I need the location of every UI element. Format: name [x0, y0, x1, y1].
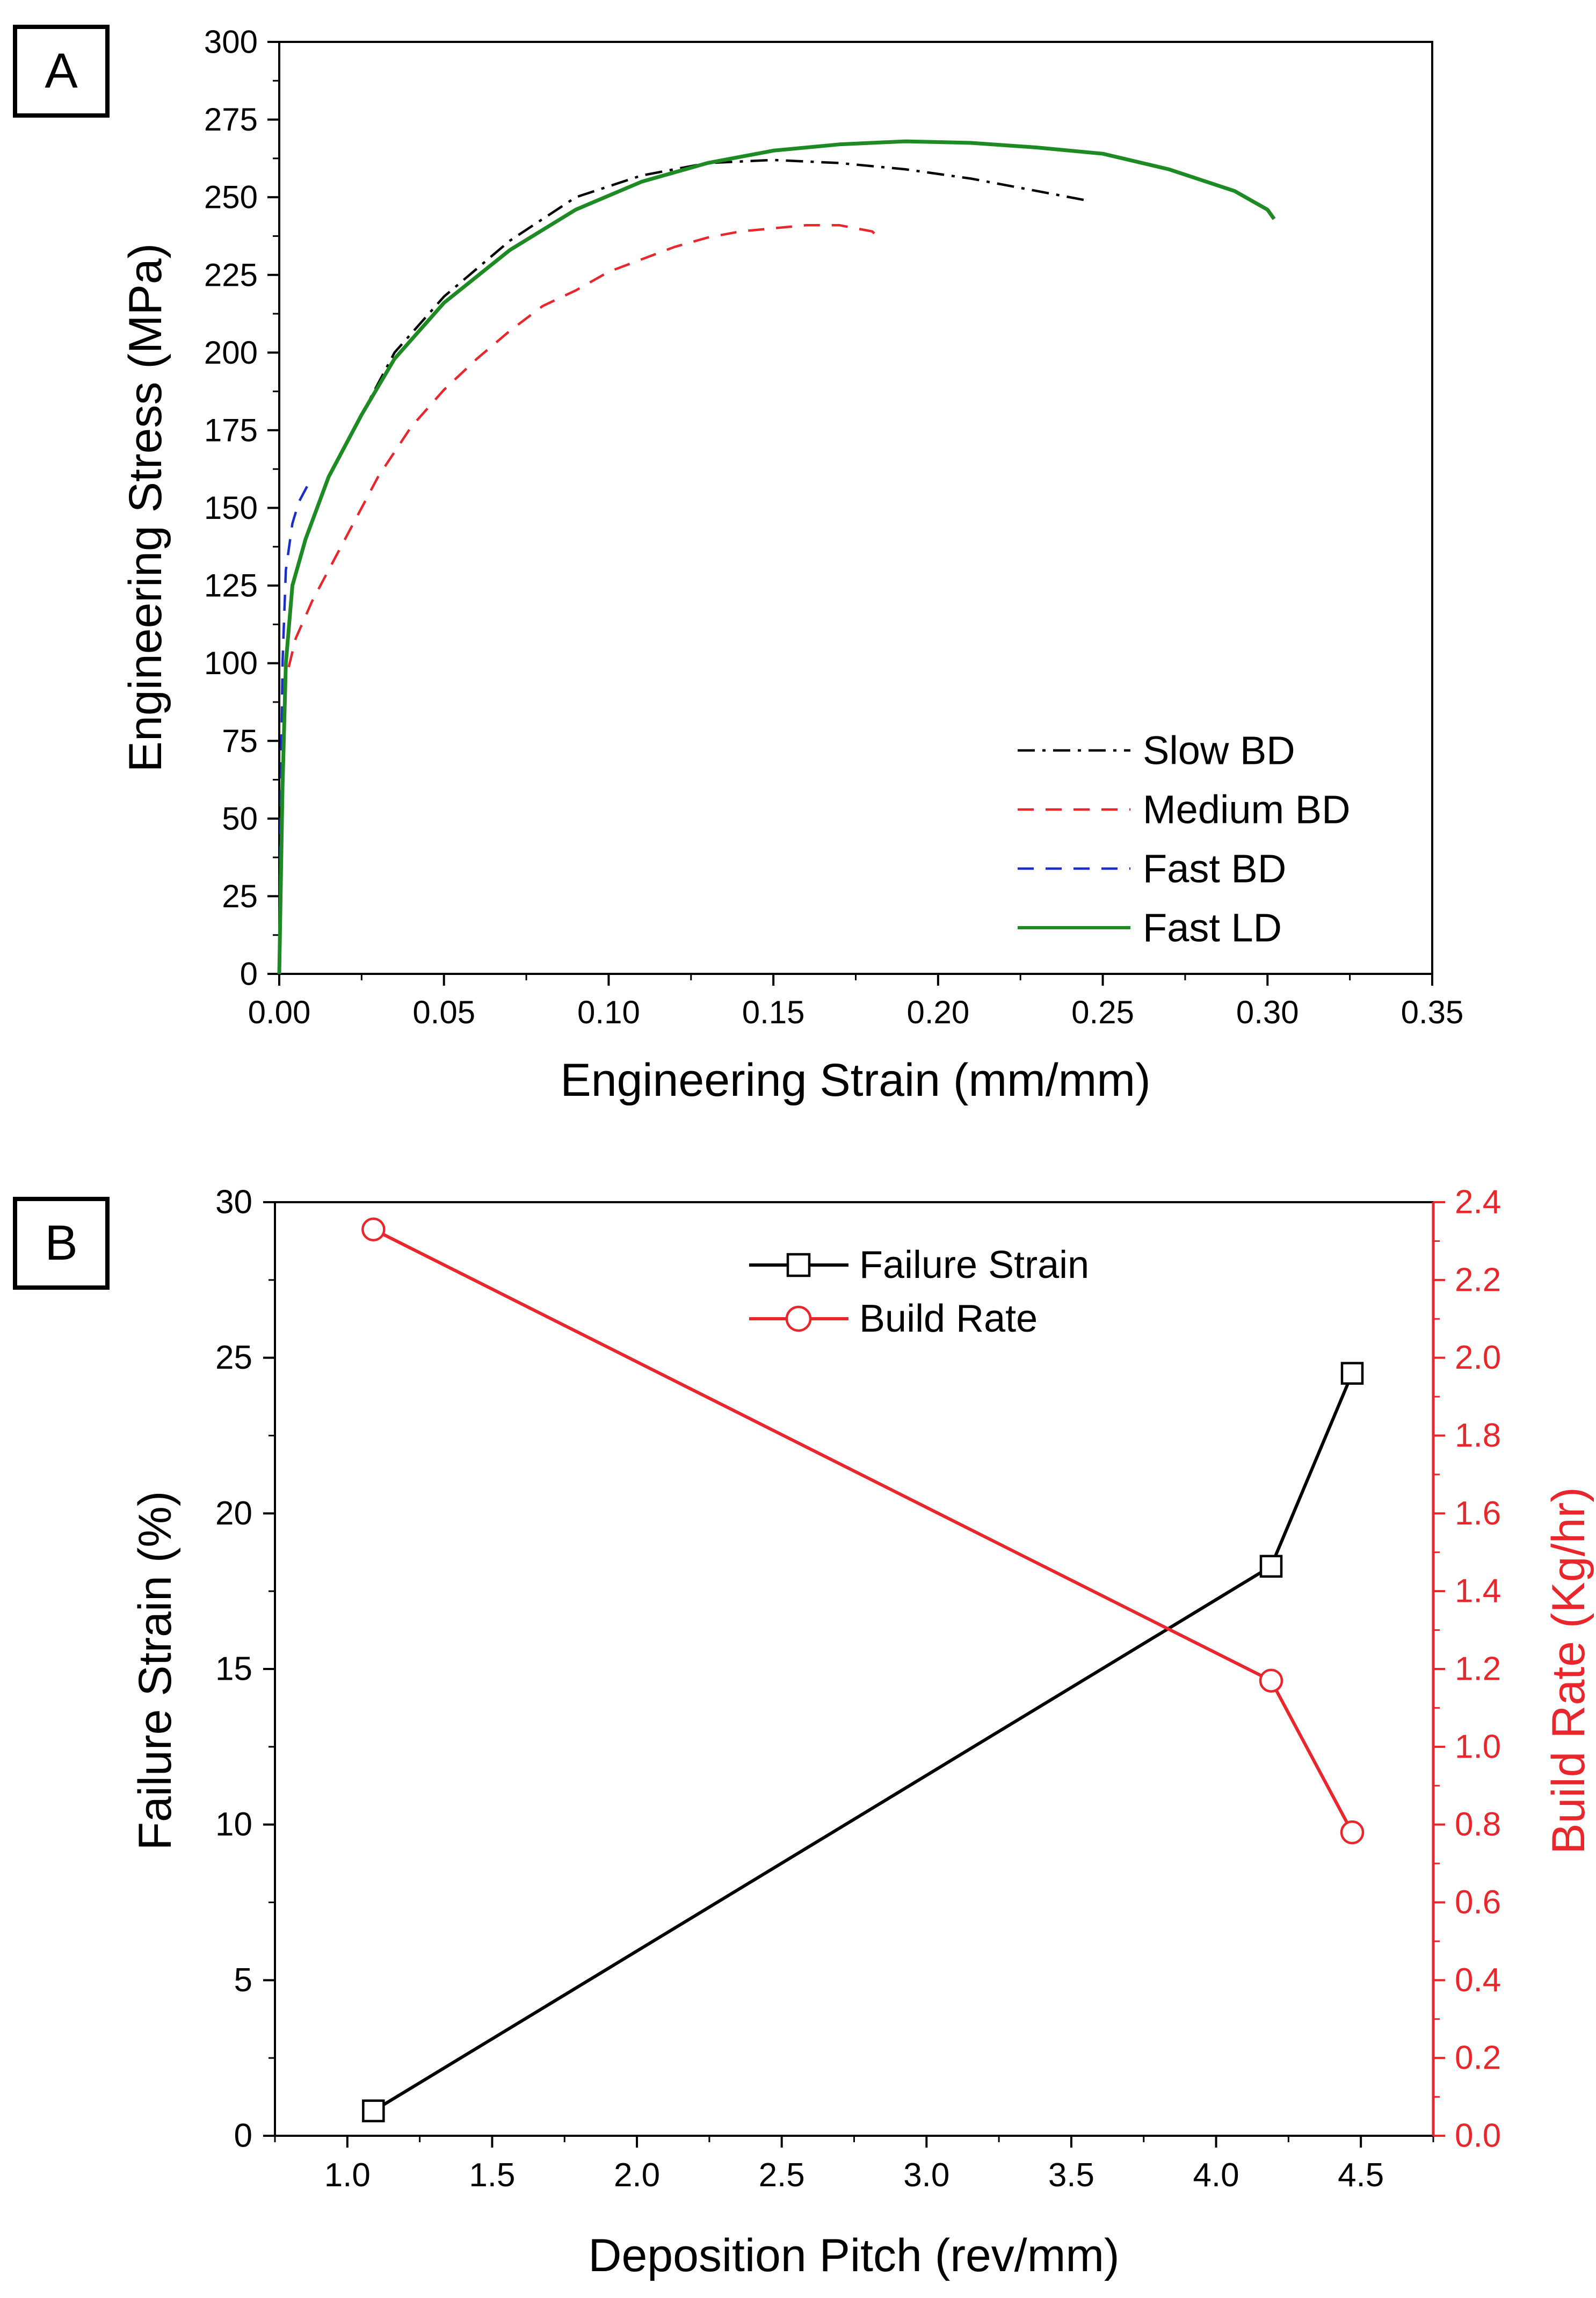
panel-b-x-axis-title: Deposition Pitch (rev/mm)	[588, 2230, 1119, 2281]
panel-b-series	[361, 1217, 1365, 2122]
x-tick-label: 1.0	[324, 2157, 371, 2194]
right-y-tick-label: 0.8	[1455, 1806, 1501, 1843]
data-point-circle	[1340, 1820, 1365, 1845]
panel-a-x-axis-title: Engineering Strain (mm/mm)	[560, 1054, 1150, 1106]
y-tick-label: 125	[204, 568, 258, 604]
right-y-tick-label: 2.4	[1455, 1184, 1501, 1221]
legend-label: Build Rate	[859, 1297, 1038, 1340]
right-y-tick-label: 1.4	[1455, 1573, 1501, 1610]
legend-marker-square	[786, 1253, 811, 1277]
legend-label: Medium BD	[1143, 787, 1351, 832]
right-y-tick-label: 1.0	[1455, 1728, 1501, 1765]
y-tick-label: 50	[222, 800, 258, 836]
x-tick-label: 1.5	[469, 2157, 515, 2194]
legend-label: Fast LD	[1143, 906, 1282, 950]
y-tick-label: 250	[204, 179, 258, 215]
y-tick-label: 15	[215, 1651, 252, 1688]
right-y-tick-label: 1.2	[1455, 1651, 1501, 1688]
right-y-tick-label: 1.8	[1455, 1417, 1501, 1454]
legend-label: Failure Strain	[859, 1244, 1089, 1287]
y-tick-label: 175	[204, 412, 258, 448]
y-tick-label: 10	[215, 1806, 252, 1843]
x-tick-label: 0.00	[248, 994, 311, 1030]
x-tick-label: 2.0	[614, 2157, 660, 2194]
panel-b-label-box	[13, 1197, 110, 1290]
x-tick-label: 0.15	[742, 994, 805, 1030]
panel-a-y-axis-title: Engineering Stress (MPa)	[120, 243, 171, 772]
panel-b-right-y-axis: 0.0 0.2 0.4 0.6 0.8 1.0 1.2 1.4 1.6 1.8 2.0 2.2 2.4	[1433, 1184, 1501, 2155]
legend-label: Fast BD	[1143, 847, 1286, 891]
y-tick-label: 225	[204, 257, 258, 293]
right-y-tick-label: 1.6	[1455, 1495, 1501, 1532]
panel-a: A 0.00 0.05 0.10 0.15 0.20 0.25 0.30 0.35 0 25 50…	[13, 24, 1464, 1106]
x-tick-label: 0.30	[1236, 994, 1299, 1030]
panel-b-left-y-axis: 0 5 10 15 20 25 30	[215, 1184, 275, 2155]
panel-b-left-y-axis-title: Failure Strain (%)	[129, 1491, 181, 1850]
panel-b-right-y-axis-title: Build Rate (Kg/hr)	[1543, 1487, 1594, 1854]
right-y-tick-label: 2.2	[1455, 1261, 1501, 1298]
panel-b-legend: Failure Strain Build Rate	[749, 1244, 1089, 1340]
right-y-tick-label: 0.0	[1455, 2118, 1501, 2155]
panel-b-label: B	[45, 1216, 77, 1270]
x-tick-label: 4.0	[1193, 2157, 1239, 2194]
series-line-fast-bd	[278, 482, 310, 974]
series-line-fast-ld	[277, 139, 1276, 974]
y-tick-label: 5	[234, 1962, 252, 1999]
x-tick-label: 2.5	[759, 2157, 805, 2194]
right-y-tick-label: 0.2	[1455, 2040, 1501, 2077]
y-tick-label: 75	[222, 723, 258, 759]
y-tick-label: 200	[204, 335, 258, 371]
y-tick-label: 150	[204, 490, 258, 526]
y-tick-label: 25	[215, 1339, 252, 1376]
y-tick-label: 25	[222, 878, 258, 914]
right-y-tick-label: 0.4	[1455, 1962, 1501, 1999]
panel-a-legend: Slow BD Medium BD Fast BD Fast LD	[1018, 728, 1351, 950]
x-tick-label: 0.35	[1401, 994, 1464, 1030]
x-tick-label: 0.20	[906, 994, 969, 1030]
panel-a-x-axis: 0.00 0.05 0.10 0.15 0.20 0.25 0.30 0.35	[248, 974, 1464, 1030]
y-tick-label: 0	[234, 2118, 252, 2155]
data-point-square	[362, 2099, 385, 2122]
data-point-circle	[1259, 1668, 1283, 1693]
x-tick-label: 0.05	[412, 994, 475, 1030]
panel-a-series	[277, 139, 1276, 974]
legend-label: Slow BD	[1143, 728, 1295, 773]
y-tick-label: 30	[215, 1184, 252, 1221]
panel-a-label: A	[45, 44, 78, 98]
series-line-medium-bd	[278, 223, 883, 974]
series-line-slow-bd	[278, 158, 1087, 974]
y-tick-label: 300	[204, 24, 258, 60]
data-point-square	[1340, 1362, 1364, 1385]
y-tick-label: 0	[240, 956, 258, 992]
legend-marker-circle	[785, 1305, 812, 1332]
x-tick-label: 0.10	[577, 994, 640, 1030]
right-y-tick-label: 2.0	[1455, 1339, 1501, 1376]
x-tick-label: 3.0	[903, 2157, 949, 2194]
x-tick-label: 4.5	[1338, 2157, 1384, 2194]
x-tick-label: 0.25	[1071, 994, 1134, 1030]
data-point-circle	[361, 1217, 386, 1241]
right-y-tick-label: 0.6	[1455, 1884, 1501, 1921]
panel-b: B 1.0 1.5 2.0 2.5 3.0 3.5 4.0 4.5 051015202530 …	[13, 1184, 1594, 2281]
x-tick-label: 3.5	[1048, 2157, 1094, 2194]
y-tick-label: 100	[204, 645, 258, 681]
panel-b-x-axis: 1.0 1.5 2.0 2.5 3.0 3.5 4.0 4.5	[274, 2136, 1434, 2194]
y-tick-label: 20	[215, 1495, 252, 1532]
panel-a-label-box	[13, 25, 110, 118]
panel-a-y-axis: 0 25 50 75 100 125 150 175 200 225 250 275 300	[204, 24, 279, 992]
data-point-square	[1259, 1555, 1283, 1578]
y-tick-label: 275	[204, 102, 258, 138]
